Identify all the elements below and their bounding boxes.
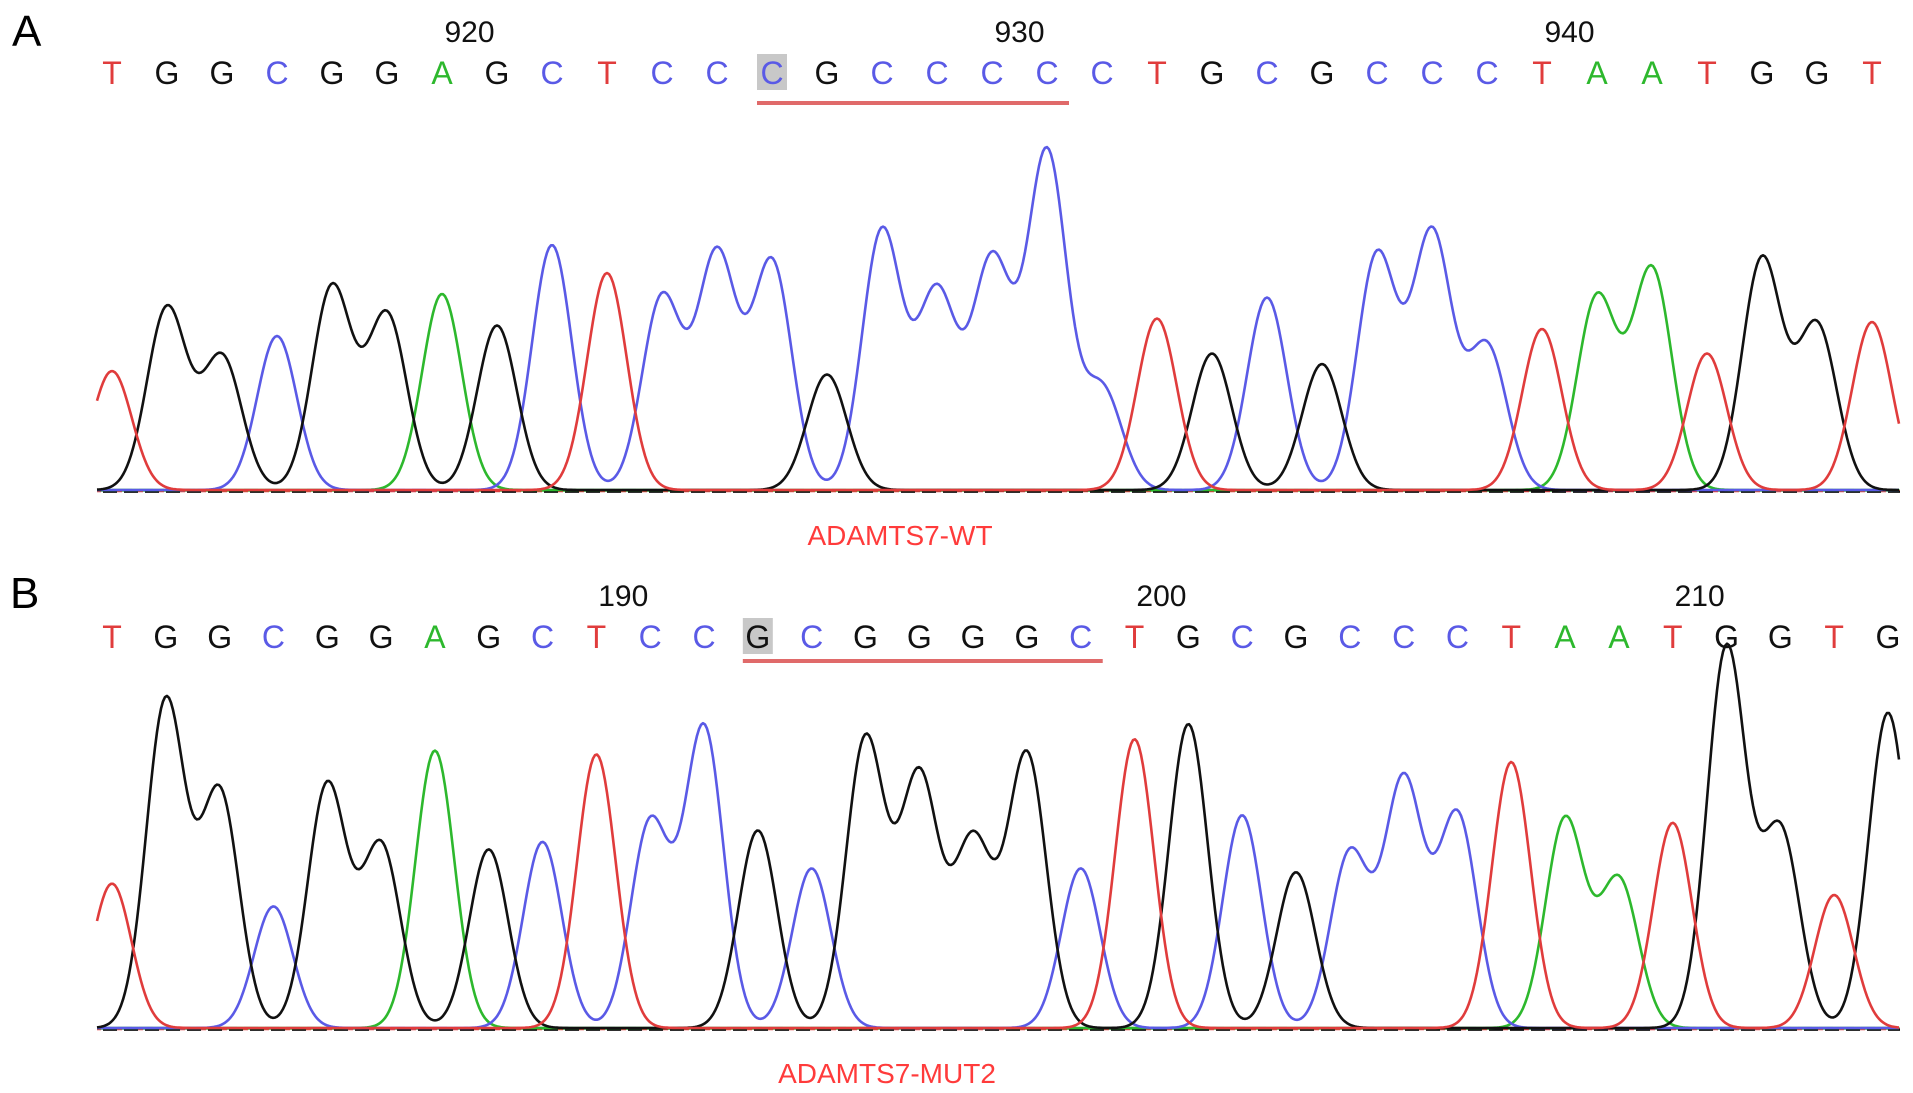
- position-label: 940: [1544, 16, 1594, 49]
- base-call-c: C: [1069, 619, 1092, 655]
- base-call-g: G: [207, 619, 232, 655]
- base-call-c: C: [800, 619, 823, 655]
- base-call-c: C: [531, 619, 554, 655]
- base-call-g: G: [320, 55, 345, 91]
- position-label: 200: [1136, 580, 1186, 613]
- base-call-g: G: [1014, 619, 1039, 655]
- base-call-g: G: [153, 619, 178, 655]
- base-call-c: C: [1420, 55, 1443, 91]
- base-call-g: G: [1284, 619, 1309, 655]
- base-call-t: T: [102, 55, 122, 91]
- panel-b-label: B: [10, 569, 39, 618]
- base-call-t: T: [1147, 55, 1167, 91]
- base-call-c: C: [639, 619, 662, 655]
- base-call-t: T: [1697, 55, 1717, 91]
- base-call-c: C: [540, 55, 563, 91]
- base-call-c: C: [265, 55, 288, 91]
- base-call-c: C: [870, 55, 893, 91]
- base-call-g: G: [961, 619, 986, 655]
- base-call-g: G: [315, 619, 340, 655]
- trace-g: [96, 642, 1901, 1030]
- base-call-a: A: [1586, 55, 1608, 91]
- base-call-a: A: [1608, 619, 1630, 655]
- base-call-t: T: [1824, 619, 1844, 655]
- base-call-g: G: [369, 619, 394, 655]
- base-call-a: A: [1641, 55, 1663, 91]
- base-call-c: C: [1231, 619, 1254, 655]
- base-call-t: T: [102, 619, 122, 655]
- base-call-g: G: [1768, 619, 1793, 655]
- base-call-g: G: [1176, 619, 1201, 655]
- base-call-c: C: [650, 55, 673, 91]
- base-call-t: T: [1501, 619, 1521, 655]
- trace-g: [96, 254, 1899, 492]
- position-label: 190: [598, 580, 648, 613]
- base-call-g: G: [1714, 619, 1739, 655]
- base-call-c: C: [692, 619, 715, 655]
- base-call-t: T: [1663, 619, 1683, 655]
- base-call-g: G: [1200, 55, 1225, 91]
- base-call-c: C: [705, 55, 728, 91]
- trace-c: [97, 721, 1899, 1030]
- trace-c: [97, 145, 1899, 492]
- base-call-c: C: [1392, 619, 1415, 655]
- base-call-c: C: [1446, 619, 1469, 655]
- panel-b-sample-label: ADAMTS7-MUT2: [778, 1058, 996, 1089]
- base-call-c: C: [980, 55, 1003, 91]
- base-call-c: C: [1475, 55, 1498, 91]
- panel-a-label: A: [12, 7, 42, 56]
- position-label: 930: [994, 16, 1044, 49]
- base-call-t: T: [1125, 619, 1145, 655]
- position-label: 920: [444, 16, 494, 49]
- trace-t: [95, 738, 1900, 1030]
- highlighted-base-box: [742, 618, 773, 654]
- base-call-t: T: [587, 619, 607, 655]
- base-call-c: C: [1035, 55, 1058, 91]
- base-call-c: C: [1255, 55, 1278, 91]
- trace-a: [97, 749, 1899, 1030]
- base-call-c: C: [262, 619, 285, 655]
- position-label: 210: [1675, 580, 1725, 613]
- base-call-t: T: [1862, 55, 1882, 91]
- base-call-g: G: [853, 619, 878, 655]
- base-call-g: G: [375, 55, 400, 91]
- base-call-a: A: [424, 619, 446, 655]
- panel-a-sample-label: ADAMTS7-WT: [807, 520, 992, 551]
- base-call-c: C: [925, 55, 948, 91]
- base-call-c: C: [1090, 55, 1113, 91]
- trace-t: [95, 271, 1901, 492]
- base-call-t: T: [597, 55, 617, 91]
- base-call-c: C: [1338, 619, 1361, 655]
- base-call-g: G: [1876, 619, 1901, 655]
- base-call-g: G: [1750, 55, 1775, 91]
- base-call-g: G: [1310, 55, 1335, 91]
- base-call-g: G: [815, 55, 840, 91]
- highlighted-base-box: [757, 54, 787, 90]
- base-call-c: C: [760, 55, 783, 91]
- base-call-a: A: [431, 55, 453, 91]
- trace-a: [97, 263, 1899, 492]
- base-call-g: G: [907, 619, 932, 655]
- base-call-g: G: [155, 55, 180, 91]
- base-call-g: G: [210, 55, 235, 91]
- base-call-t: T: [1532, 55, 1552, 91]
- base-call-a: A: [1554, 619, 1576, 655]
- base-call-c: C: [1365, 55, 1388, 91]
- base-call-g: G: [485, 55, 510, 91]
- base-call-g: G: [745, 619, 770, 655]
- base-call-g: G: [476, 619, 501, 655]
- base-call-g: G: [1805, 55, 1830, 91]
